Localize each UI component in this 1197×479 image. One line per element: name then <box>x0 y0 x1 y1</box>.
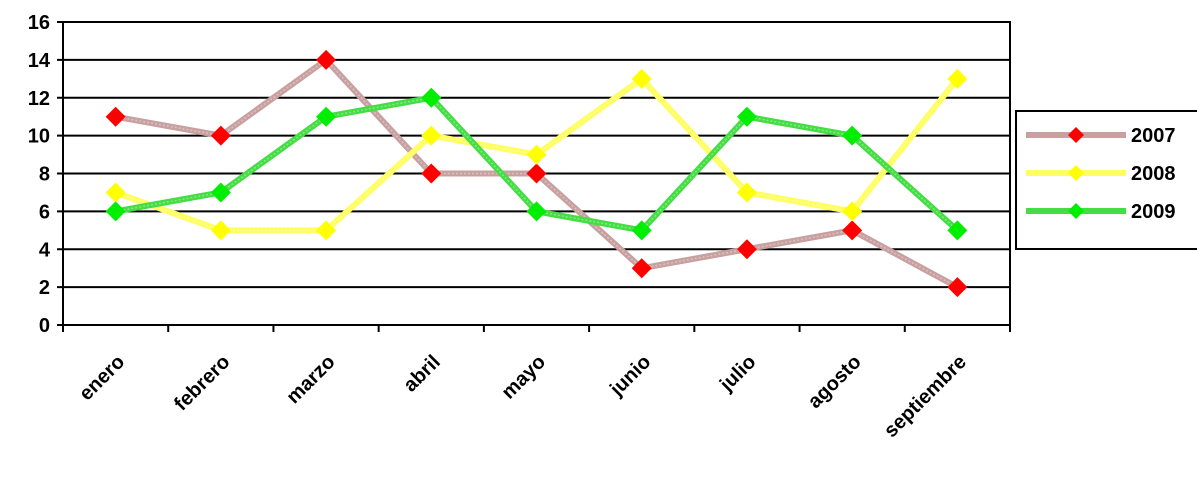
legend-label-2007: 2007 <box>1131 125 1176 147</box>
legend-label-2008: 2008 <box>1131 163 1176 185</box>
data-point-2007-julio <box>736 239 757 260</box>
x-tick-label: agosto <box>804 351 866 413</box>
y-tick-label: 6 <box>39 201 50 223</box>
legend-swatch-marker-2007 <box>1068 127 1084 143</box>
data-point-2008-junio <box>631 68 652 89</box>
data-point-2008-mayo <box>526 144 547 165</box>
data-point-2009-febrero <box>210 182 231 203</box>
data-point-2007-febrero <box>210 125 231 146</box>
y-tick-label: 2 <box>39 277 50 299</box>
y-tick-label: 16 <box>28 12 50 34</box>
data-point-2009-marzo <box>316 106 337 127</box>
data-point-2009-septiembre <box>947 220 968 241</box>
data-point-2009-abril <box>421 87 442 108</box>
y-tick-label: 10 <box>28 126 50 148</box>
x-axis: enero febrero marzo abril mayo junio julio agos… <box>62 325 1011 442</box>
data-point-2007-abril <box>421 163 442 184</box>
data-point-2007-septiembre <box>947 277 968 298</box>
data-point-2008-agosto <box>842 201 863 222</box>
data-point-2008-enero <box>105 182 126 203</box>
data-point-2007-junio <box>631 258 652 279</box>
y-tick-label: 4 <box>39 239 51 261</box>
x-tick-label: abril <box>399 351 444 396</box>
series-markers <box>105 49 968 298</box>
legend-swatch-marker-2008 <box>1068 165 1084 181</box>
data-point-2009-julio <box>736 106 757 127</box>
data-point-2008-septiembre <box>947 68 968 89</box>
x-tick-label: junio <box>605 351 655 401</box>
data-point-2009-enero <box>105 201 126 222</box>
y-tick-label: 0 <box>39 315 50 337</box>
legend-label-2009: 2009 <box>1131 201 1176 223</box>
legend: 2007 2008 2009 <box>1015 110 1197 250</box>
x-tick-label: febrero <box>170 351 234 415</box>
y-axis: 0 2 4 6 8 10 12 14 16 <box>28 12 63 337</box>
data-point-2007-marzo <box>316 49 337 70</box>
data-point-2009-junio <box>631 220 652 241</box>
x-tick-label: marzo <box>282 351 339 408</box>
data-point-2008-julio <box>736 182 757 203</box>
data-point-2007-mayo <box>526 163 547 184</box>
data-point-2007-agosto <box>842 220 863 241</box>
y-tick-label: 14 <box>28 50 51 72</box>
x-tick-label: mayo <box>498 351 551 404</box>
data-point-2008-marzo <box>316 220 337 241</box>
y-tick-label: 12 <box>28 88 50 110</box>
data-point-2007-enero <box>105 106 126 127</box>
data-point-2009-mayo <box>526 201 547 222</box>
legend-swatch-marker-2009 <box>1068 203 1084 219</box>
data-point-2008-febrero <box>210 220 231 241</box>
x-tick-label: septiembre <box>880 351 971 442</box>
x-tick-label: julio <box>715 351 760 396</box>
data-point-2008-abril <box>421 125 442 146</box>
x-tick-label: enero <box>75 351 129 405</box>
data-point-2009-agosto <box>842 125 863 146</box>
y-tick-label: 8 <box>39 164 50 186</box>
